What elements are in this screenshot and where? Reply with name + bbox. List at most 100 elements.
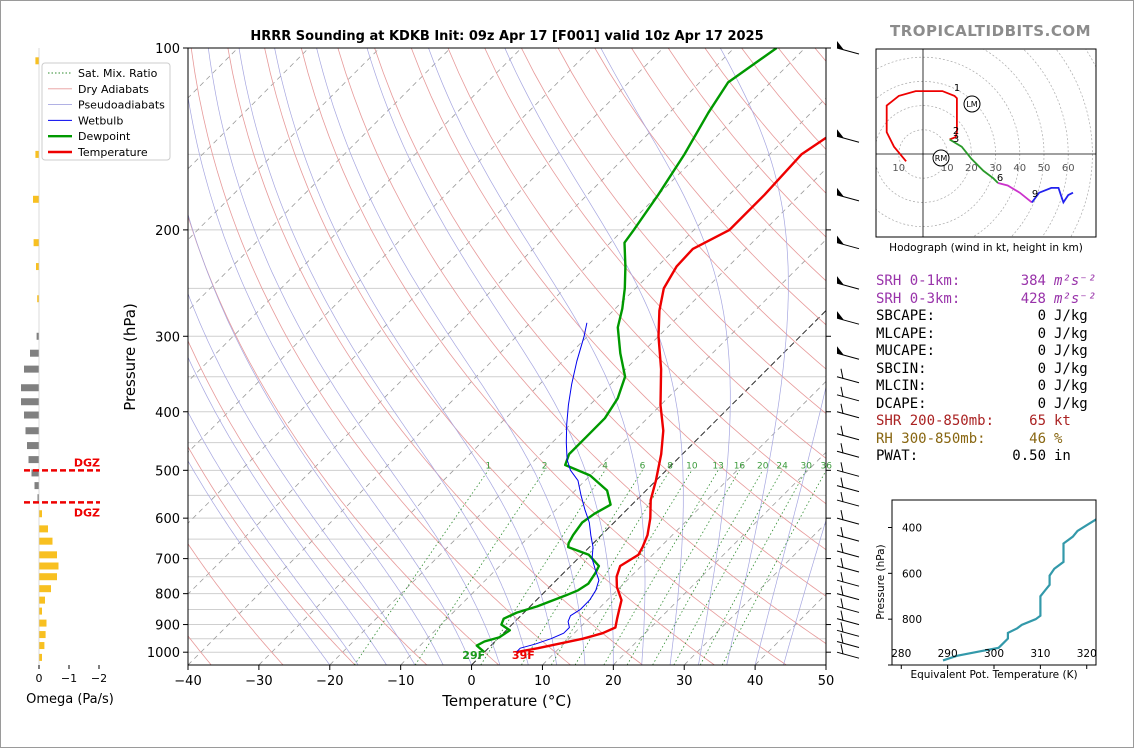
wind-barb: [836, 499, 860, 507]
surface-temperature-label: 39F: [512, 649, 535, 662]
moist-adiabat-line: [504, 48, 684, 665]
stat-value: 0: [1037, 395, 1046, 412]
stat-row: PWAT: 0.50 in: [876, 447, 1071, 465]
chart-title: HRRR Sounding at KDKB Init: 09z Apr 17 […: [250, 29, 763, 44]
legend-box: [41, 62, 171, 161]
thetae-y-tick-label: 800: [902, 614, 922, 626]
thetae-y-label: Pressure (hPa): [875, 544, 887, 619]
skewt-panel: 1 2 4 6 8 10 13 16 20 24 30 36100200300400500600700…: [41, 29, 860, 710]
hodo-frame: [875, 48, 1097, 238]
thetae-y-tick-label: 600: [902, 568, 922, 580]
stat-row: SBCAPE: 0 J/kg: [876, 307, 1088, 325]
isotherm-line: [258, 97, 826, 665]
y-tick-label: 700: [155, 553, 180, 568]
omega-bar: [37, 494, 39, 502]
omega-bar: [39, 510, 42, 518]
wind-barb: [836, 394, 860, 402]
hodo-height-label: 1: [954, 83, 960, 94]
stat-value: 0: [1037, 325, 1046, 342]
mixing-ratio-line: [353, 470, 489, 665]
site-brand[interactable]: TROPICALTIDBITS.COM: [890, 22, 1091, 40]
x-tick-label: 10: [534, 674, 551, 689]
moist-adiabat-line: [366, 48, 614, 665]
moist-adiabat-line: [188, 460, 331, 665]
hodo-ring-label: 10: [941, 163, 954, 174]
mixing-ratio-line: [626, 470, 740, 665]
wind-barb-flag: [837, 311, 844, 321]
wind-barb: [836, 469, 860, 477]
omega-bar: [28, 456, 39, 464]
stat-label: MLCIN:: [876, 378, 927, 394]
legend: Sat. Mix. Ratio Dry Adiabats Pseudoadiabat…: [41, 62, 171, 161]
isotherm-line: [188, 48, 664, 524]
stat-value: 0: [1037, 360, 1046, 377]
moist-adiabat-line: [719, 48, 789, 665]
skewt-background: [188, 48, 826, 665]
isotherm-line: [683, 522, 826, 665]
dry-adiabat-line: [190, 48, 571, 665]
y-tick-label: 1000: [147, 646, 180, 661]
dry-adiabat-line: [188, 339, 428, 665]
legend-label: Dry Adiabats: [78, 83, 149, 96]
hodo-trace: [885, 90, 958, 162]
wind-barb-flag: [837, 235, 844, 245]
wind-barb: [836, 593, 860, 601]
stat-row: SHR 200-850mb: 65 kt: [876, 412, 1071, 430]
omega-bar: [39, 551, 57, 559]
mixing-ratio-line: [574, 470, 693, 665]
x-tick-label: 20: [605, 674, 622, 689]
wind-barb-feather: [840, 526, 844, 538]
wind-barb-flag: [837, 187, 844, 197]
thetae-y-tick-label: 400: [902, 523, 922, 535]
wind-barb: [836, 433, 860, 441]
mixing-ratio-label: 24: [776, 461, 788, 471]
legend-label: Pseudoadiabats: [78, 99, 165, 112]
stat-unit: J/kg: [1054, 395, 1088, 412]
wind-barb: [836, 618, 860, 626]
hodo-ring-label: 50: [1038, 163, 1051, 174]
storm-motion-marker: [932, 149, 950, 167]
isotherm-line: [329, 168, 826, 665]
wind-barb: [836, 565, 860, 573]
legend-label: Wetbulb: [78, 114, 123, 127]
thetae-x-label: Equivalent Pot. Temperature (K): [910, 669, 1077, 681]
wind-barb-feather: [840, 425, 844, 436]
skewt-traces: [475, 48, 826, 654]
isotherm-line: [188, 48, 806, 665]
wind-barb: [836, 485, 860, 493]
omega-bar: [39, 607, 42, 615]
stat-row: SBCIN: 0 J/kg: [876, 360, 1088, 378]
moist-adiabat-line: [274, 48, 557, 665]
stat-value: 0.50: [1012, 448, 1046, 464]
y-tick-label: 100: [155, 42, 180, 57]
omega-bar: [36, 263, 39, 271]
wind-barb: [836, 641, 860, 648]
wind-barb-flag: [837, 129, 844, 139]
omega-tick-label: 0: [36, 672, 43, 685]
dry-adiabat-line: [264, 48, 715, 665]
y-axis-label: Pressure (hPa): [121, 303, 139, 411]
omega-tick-label: −1: [61, 672, 77, 685]
omega-bar: [34, 482, 39, 490]
zero-isotherm: [471, 309, 826, 665]
stat-label: SBCAPE:: [876, 308, 936, 324]
stat-row: SRH 0-1km: 384 m²s⁻²: [876, 272, 1096, 290]
wind-barb-feather: [840, 598, 844, 609]
hodo-height-label: 2: [953, 126, 959, 137]
mixing-ratio-label: 10: [686, 461, 698, 471]
stat-label: SRH 0-1km:: [876, 273, 961, 289]
moist-adiabat-line: [316, 48, 586, 665]
omega-bar: [33, 239, 39, 247]
mixing-ratio-line: [673, 470, 783, 665]
mixing-ratio-line: [652, 470, 764, 665]
mixing-ratio-label: 13: [712, 461, 723, 471]
y-tick-label: 500: [155, 464, 180, 479]
wind-barb-feather: [840, 510, 844, 521]
isotherm-line: [188, 48, 593, 453]
y-tick-label: 900: [155, 619, 180, 634]
x-tick-label: 0: [467, 674, 475, 689]
wind-barb: [836, 605, 860, 613]
wind-barb-feather: [840, 542, 844, 554]
stat-label: RH 300-850mb:: [876, 430, 986, 447]
